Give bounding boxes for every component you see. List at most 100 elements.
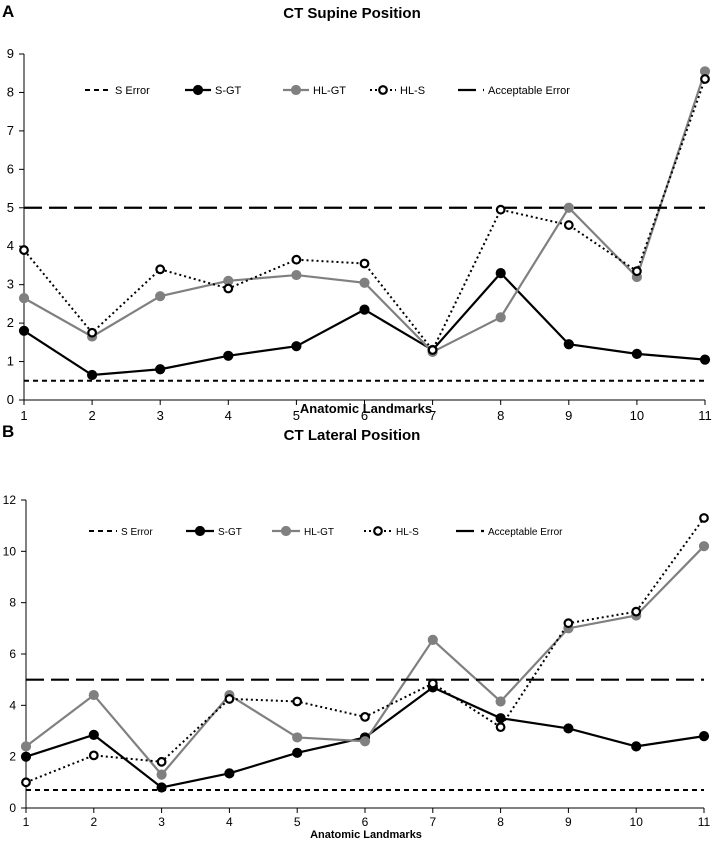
- chart-a-legend-marker-hl-s: [378, 85, 388, 95]
- chart-b-x-tick-label: 10: [630, 815, 644, 829]
- chart-b-point-hl-gt: [88, 689, 99, 701]
- chart-b-point-hl-s: [360, 711, 370, 722]
- chart-b-point-s-gt: [495, 713, 506, 724]
- chart-b-legend-label-hl-gt: HL-GT: [304, 527, 334, 538]
- chart-b-x-tick-label: 8: [497, 815, 504, 829]
- chart-a-legend-label-hl-s: HL-S: [400, 85, 425, 97]
- chart-a-x-tick-label: 9: [565, 408, 572, 420]
- chart-a-point-hl-gt: [495, 312, 506, 323]
- chart-b-point-hl-s: [563, 618, 574, 629]
- chart-a-title: CT Supine Position: [283, 5, 421, 22]
- chart-a-x-tick-label: 10: [630, 408, 644, 420]
- chart-b-y-tick-label: 6: [9, 647, 16, 661]
- chart-b-point-s-gt: [88, 729, 99, 740]
- chart-a-y-tick-label: 8: [7, 84, 14, 99]
- chart-b-point-s-gt: [631, 741, 642, 752]
- chart-b-point-hl-s: [156, 756, 167, 767]
- chart-b-x-tick-label: 7: [429, 815, 436, 829]
- chart-a-y-tick-label: 2: [7, 315, 14, 330]
- chart-b-point-hl-s: [427, 678, 438, 689]
- chart-b-point-hl-s: [495, 722, 506, 733]
- chart-b-point-hl-gt: [495, 696, 506, 707]
- chart-a-x-tick-label: 7: [429, 408, 436, 420]
- chart-a-point-hl-s: [359, 258, 370, 269]
- chart-a-series-s-gt-line: [23, 271, 706, 377]
- chart-b-point-hl-gt: [427, 634, 438, 645]
- chart-b-point-s-gt: [563, 723, 574, 734]
- chart-b-point-s-gt: [224, 768, 235, 779]
- chart-a-svg: CT Supine Position Anatomic Landmarks 01…: [7, 5, 712, 423]
- chart-b-x-tick-label: 3: [158, 815, 165, 829]
- chart-a-point-hl-gt: [155, 291, 166, 302]
- chart-a-point-hl-gt: [18, 293, 30, 304]
- chart-a-point-hl-s: [563, 220, 574, 230]
- chart-b-xlabel: Anatomic Landmarks: [310, 829, 422, 841]
- chart-b-x-tick-label: 6: [362, 815, 369, 829]
- chart-a-point-hl-s: [700, 74, 710, 84]
- chart-b-legend-label-s-error: S Error: [121, 527, 153, 538]
- chart-b-y-tick-label: 2: [9, 750, 16, 764]
- chart-a-y-tick-label: 3: [7, 277, 14, 292]
- chart-a-point-s-gt: [359, 304, 370, 315]
- chart-b-point-s-gt: [698, 731, 710, 742]
- chart-a-y-tick-label: 7: [7, 123, 14, 138]
- chart-a-legend-label-hl-gt: HL-GT: [313, 85, 346, 97]
- chart-a-point-s-gt: [495, 268, 506, 279]
- chart-b-point-s-gt: [292, 747, 303, 758]
- chart-a-legend-marker-s-gt: [192, 84, 204, 96]
- chart-b-legend-marker-hl-s: [373, 526, 383, 536]
- chart-b-legend-label-acceptable-error: Acceptable Error: [488, 527, 563, 538]
- chart-b-y-tick-label: 4: [9, 698, 16, 712]
- chart-b-point-hl-s: [224, 694, 235, 704]
- chart-b-x-tick-label: 11: [698, 815, 711, 829]
- chart-a-x-tick-label: 2: [88, 408, 95, 420]
- chart-b-point-hl-s: [88, 750, 99, 761]
- chart-b-title: CT Lateral Position: [284, 427, 421, 444]
- chart-a-point-hl-s: [632, 266, 642, 277]
- chart-a-point-hl-gt: [563, 202, 574, 213]
- chart-a-y-tick-label: 4: [7, 238, 14, 253]
- chart-panel-a: A CT Supine Position Anatomic Landmarks …: [0, 0, 712, 423]
- chart-b-point-hl-gt: [156, 769, 167, 780]
- chart-a-y-tick-label: 0: [7, 392, 14, 407]
- chart-a-x-tick-label: 11: [698, 408, 712, 420]
- chart-a-legend-label-acceptable-error: Acceptable Error: [488, 85, 570, 97]
- chart-a-x-tick-label: 1: [20, 408, 27, 420]
- chart-b-point-hl-s: [21, 777, 31, 788]
- chart-a-point-hl-s: [291, 254, 302, 265]
- chart-b-y-tick-label: 0: [9, 801, 16, 815]
- chart-a-x-tick-label: 5: [293, 408, 300, 420]
- chart-b-point-hl-s: [292, 696, 303, 707]
- panel-label-b: B: [2, 422, 15, 441]
- chart-b-legend-marker-s-gt: [194, 525, 206, 537]
- chart-b-point-hl-s: [699, 513, 709, 523]
- chart-panel-b: B CT Lateral Position Anatomic Landmarks…: [0, 420, 712, 844]
- chart-a-x-tick-label: 6: [361, 408, 368, 420]
- chart-a-xlabel: Anatomic Landmarks: [300, 401, 432, 416]
- chart-a-legend-marker-hl-gt: [290, 84, 302, 96]
- chart-a-point-s-gt: [699, 354, 711, 365]
- chart-a-point-s-gt: [291, 341, 302, 352]
- chart-a-x-tick-label: 3: [157, 408, 164, 420]
- chart-a-y-tick-label: 6: [7, 161, 14, 176]
- chart-b-legend-label-s-gt: S-GT: [218, 527, 242, 538]
- chart-a-legend-label-s-gt: S-GT: [215, 85, 242, 97]
- chart-b-legend-label-hl-s: HL-S: [396, 527, 419, 538]
- panel-label-a: A: [2, 2, 15, 21]
- chart-b-x-tick-label: 2: [90, 815, 97, 829]
- chart-a-y-tick-label: 5: [7, 200, 14, 215]
- chart-a-point-hl-s: [495, 204, 506, 215]
- chart-a-point-hl-s: [223, 283, 234, 294]
- chart-b-x-tick-label: 1: [23, 815, 30, 829]
- chart-b-point-hl-gt: [20, 741, 32, 752]
- chart-b-point-hl-gt: [292, 732, 303, 743]
- chart-b-x-tick-label: 4: [226, 815, 233, 829]
- chart-b-y-tick-label: 8: [9, 596, 16, 610]
- chart-b-y-tick-label: 10: [3, 544, 17, 558]
- chart-b-point-s-gt: [20, 751, 32, 762]
- chart-a-legend-label-s-error: S Error: [115, 85, 150, 97]
- chart-b-legend-marker-hl-gt: [280, 525, 292, 537]
- chart-a-series-hl-s-line: [23, 78, 706, 352]
- chart-b-point-hl-s: [631, 606, 642, 617]
- chart-a-point-s-gt: [223, 350, 234, 361]
